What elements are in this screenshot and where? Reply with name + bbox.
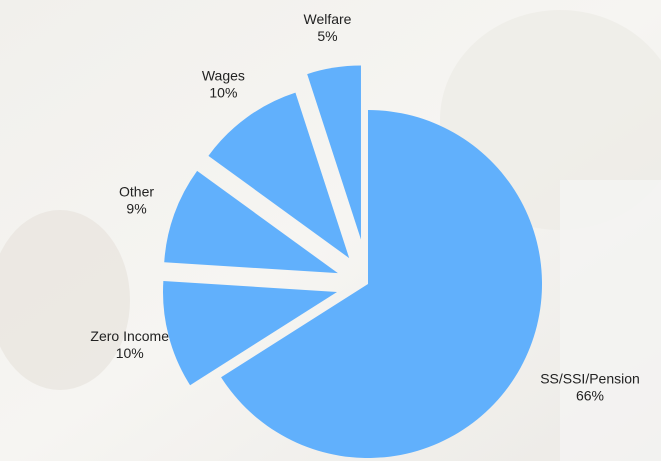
slice-value-label: 10% <box>209 85 237 101</box>
background-shape <box>0 210 130 390</box>
pie-slice <box>208 92 350 259</box>
slice-label: Wages <box>202 68 245 84</box>
slice-label: SS/SSI/Pension <box>540 371 640 387</box>
slice-value-label: 9% <box>126 200 146 216</box>
slice-value-label: 10% <box>116 345 144 361</box>
slice-label: Welfare <box>303 11 351 27</box>
slice-label: Zero Income <box>90 328 169 344</box>
slice-label: Other <box>119 183 154 199</box>
slice-value-label: 66% <box>576 388 604 404</box>
background-shape <box>560 180 661 461</box>
slice-value-label: 5% <box>317 28 337 44</box>
pie-slice <box>221 110 542 459</box>
pie-slice <box>164 170 338 274</box>
pie-slice <box>307 65 361 240</box>
pie-slice <box>163 281 338 386</box>
